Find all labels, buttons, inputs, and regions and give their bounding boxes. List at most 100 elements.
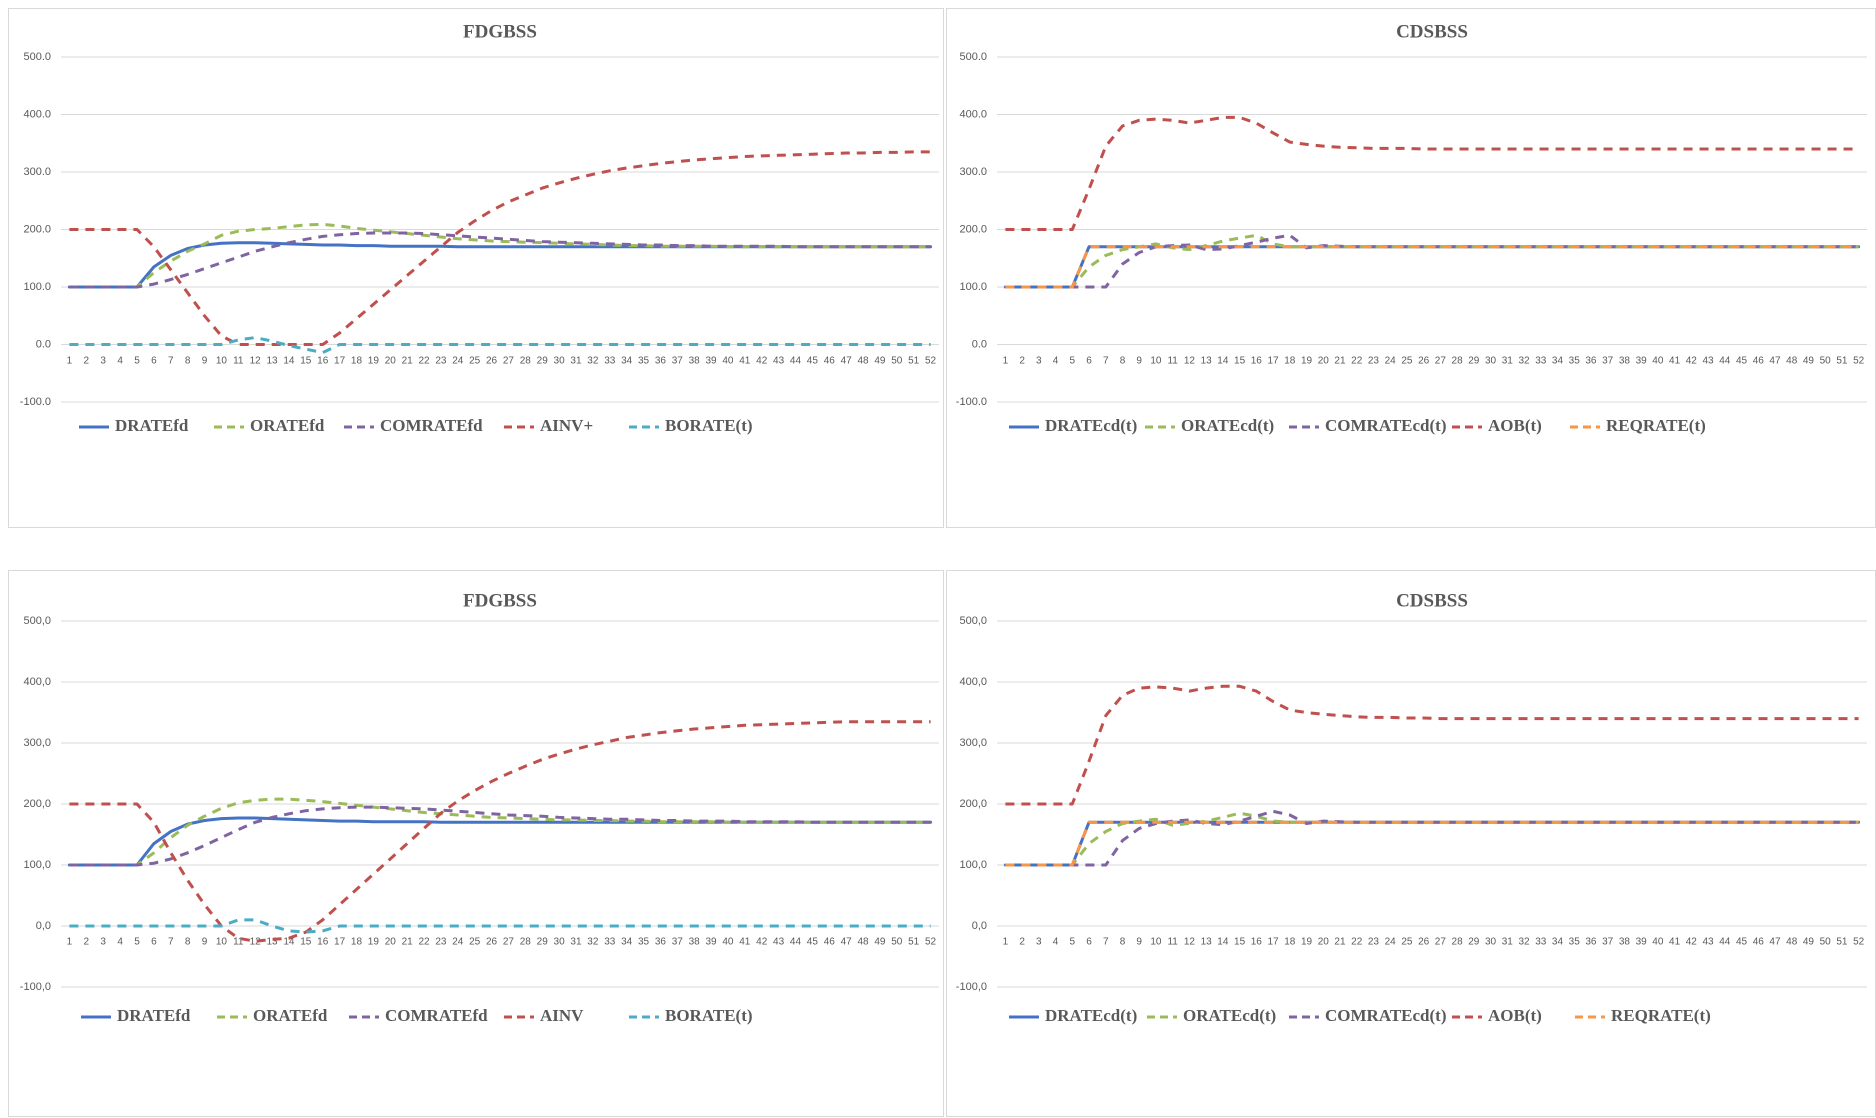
- series-line-oratefd: [69, 797, 931, 867]
- x-tick-label: 7: [168, 356, 174, 367]
- x-tick-label: 27: [1435, 356, 1447, 367]
- x-tick-label: 7: [168, 937, 174, 948]
- x-tick-label: 24: [1385, 937, 1397, 948]
- x-tick-label: 28: [520, 356, 532, 367]
- x-tick-label: 52: [1853, 937, 1865, 948]
- x-tick-label: 37: [1602, 356, 1614, 367]
- x-tick-label: 49: [1803, 937, 1815, 948]
- chart-title: FDGBSS: [463, 590, 537, 611]
- x-tick-label: 13: [1201, 356, 1213, 367]
- x-tick-label: 48: [857, 356, 869, 367]
- x-tick-label: 35: [1569, 356, 1581, 367]
- x-tick-label: 20: [385, 356, 397, 367]
- y-tick-label: 400,0: [23, 676, 51, 688]
- x-tick-label: 26: [1418, 356, 1430, 367]
- series-line-dratecd-t: [1003, 820, 1861, 867]
- x-tick-label: 9: [202, 356, 208, 367]
- x-tick-label: 12: [1184, 356, 1196, 367]
- chart-title: CDSBSS: [1396, 590, 1468, 611]
- legend-label-reqrate-t: REQRATE(t): [1606, 416, 1706, 435]
- legend-label-oratefd: ORATEfd: [253, 1006, 328, 1025]
- x-tick-label: 43: [1702, 937, 1714, 948]
- x-tick-label: 39: [1636, 356, 1648, 367]
- x-tick-label: 31: [570, 356, 582, 367]
- x-tick-label: 8: [1120, 356, 1126, 367]
- x-tick-label: 8: [1120, 937, 1126, 948]
- x-tick-label: 4: [117, 356, 123, 367]
- x-tick-label: 35: [638, 937, 650, 948]
- x-tick-label: 38: [1619, 937, 1631, 948]
- x-tick-label: 4: [117, 937, 123, 948]
- legend-label-ainv: AINV: [540, 1006, 584, 1025]
- chart-svg: FDGBSS -100,0 0,0 100,0 200,0 300,0 400,0 500,0…: [20, 590, 939, 1025]
- legend-label-comratecd-t: COMRATEcd(t): [1325, 1006, 1447, 1025]
- legend-label-borate-t: BORATE(t): [665, 1006, 753, 1025]
- x-tick-label: 25: [469, 937, 481, 948]
- series-line-comratecd-t: [1005, 809, 1859, 867]
- x-tick-label: 34: [1552, 356, 1564, 367]
- x-tick-label: 49: [874, 356, 886, 367]
- x-tick-label: 25: [1401, 937, 1413, 948]
- x-tick-label: 35: [1569, 937, 1581, 948]
- x-tick-label: 16: [317, 356, 329, 367]
- y-tick-label: -100,0: [20, 981, 51, 993]
- x-tick-label: 20: [1318, 937, 1330, 948]
- x-tick-label: 46: [824, 937, 836, 948]
- x-tick-label: 12: [1184, 937, 1196, 948]
- series-line-dratefd: [67, 816, 933, 867]
- x-tick-label: 46: [1753, 937, 1765, 948]
- x-tick-label: 28: [520, 937, 532, 948]
- x-tick-label: 42: [756, 937, 768, 948]
- x-tick-label: 3: [1036, 356, 1042, 367]
- x-tick-label: 37: [672, 937, 684, 948]
- y-tick-label: 500.0: [959, 51, 987, 63]
- x-tick-label: 40: [1652, 356, 1664, 367]
- x-tick-label: 27: [503, 937, 515, 948]
- x-tick-label: 11: [1167, 356, 1178, 367]
- y-tick-label: 0.0: [972, 338, 987, 350]
- x-tick-label: 17: [1267, 356, 1279, 367]
- x-tick-label: 14: [1217, 937, 1229, 948]
- series-line-reqrate-t: [1005, 245, 1859, 289]
- x-tick-label: 49: [874, 937, 886, 948]
- x-tick-label: 5: [134, 356, 140, 367]
- x-tick-label: 18: [351, 356, 363, 367]
- x-tick-label: 10: [216, 937, 228, 948]
- x-tick-label: 33: [604, 356, 616, 367]
- x-tick-label: 17: [334, 937, 346, 948]
- x-tick-label: 43: [773, 356, 785, 367]
- x-tick-label: 22: [1351, 356, 1363, 367]
- y-tick-label: 100.0: [23, 281, 51, 293]
- x-tick-label: 29: [537, 937, 549, 948]
- series-line-aob-t: [1005, 684, 1859, 806]
- x-tick-label: 38: [689, 356, 701, 367]
- x-tick-label: 4: [1053, 937, 1059, 948]
- legend-label-aob-t: AOB(t): [1488, 416, 1542, 435]
- y-tick-label: 100,0: [23, 859, 51, 871]
- x-tick-label: 26: [486, 356, 498, 367]
- x-tick-label: 46: [824, 356, 836, 367]
- y-tick-label: 200,0: [23, 798, 51, 810]
- x-tick-label: 6: [1086, 356, 1092, 367]
- x-tick-label: 33: [1535, 356, 1547, 367]
- x-tick-label: 23: [435, 356, 447, 367]
- legend-label-dratecd-t: DRATEcd(t): [1045, 416, 1137, 435]
- x-tick-label: 22: [418, 356, 430, 367]
- x-tick-label: 17: [334, 356, 346, 367]
- y-tick-label: 0,0: [36, 920, 51, 932]
- series-line-ainv: [69, 720, 931, 943]
- legend-label-reqrate-t: REQRATE(t): [1611, 1006, 1711, 1025]
- x-tick-label: 45: [1736, 356, 1748, 367]
- x-tick-label: 16: [1251, 937, 1263, 948]
- x-tick-label: 26: [1418, 937, 1430, 948]
- x-tick-label: 36: [1585, 937, 1597, 948]
- x-tick-label: 42: [1686, 356, 1698, 367]
- x-tick-label: 50: [891, 937, 903, 948]
- x-tick-label: 14: [283, 356, 295, 367]
- legend-label-ainv: AINV+: [540, 416, 593, 435]
- series-line-borate-t: [69, 336, 931, 355]
- x-tick-label: 31: [570, 937, 582, 948]
- x-tick-label: 30: [554, 937, 566, 948]
- x-tick-label: 47: [841, 356, 853, 367]
- x-tick-label: 8: [185, 356, 191, 367]
